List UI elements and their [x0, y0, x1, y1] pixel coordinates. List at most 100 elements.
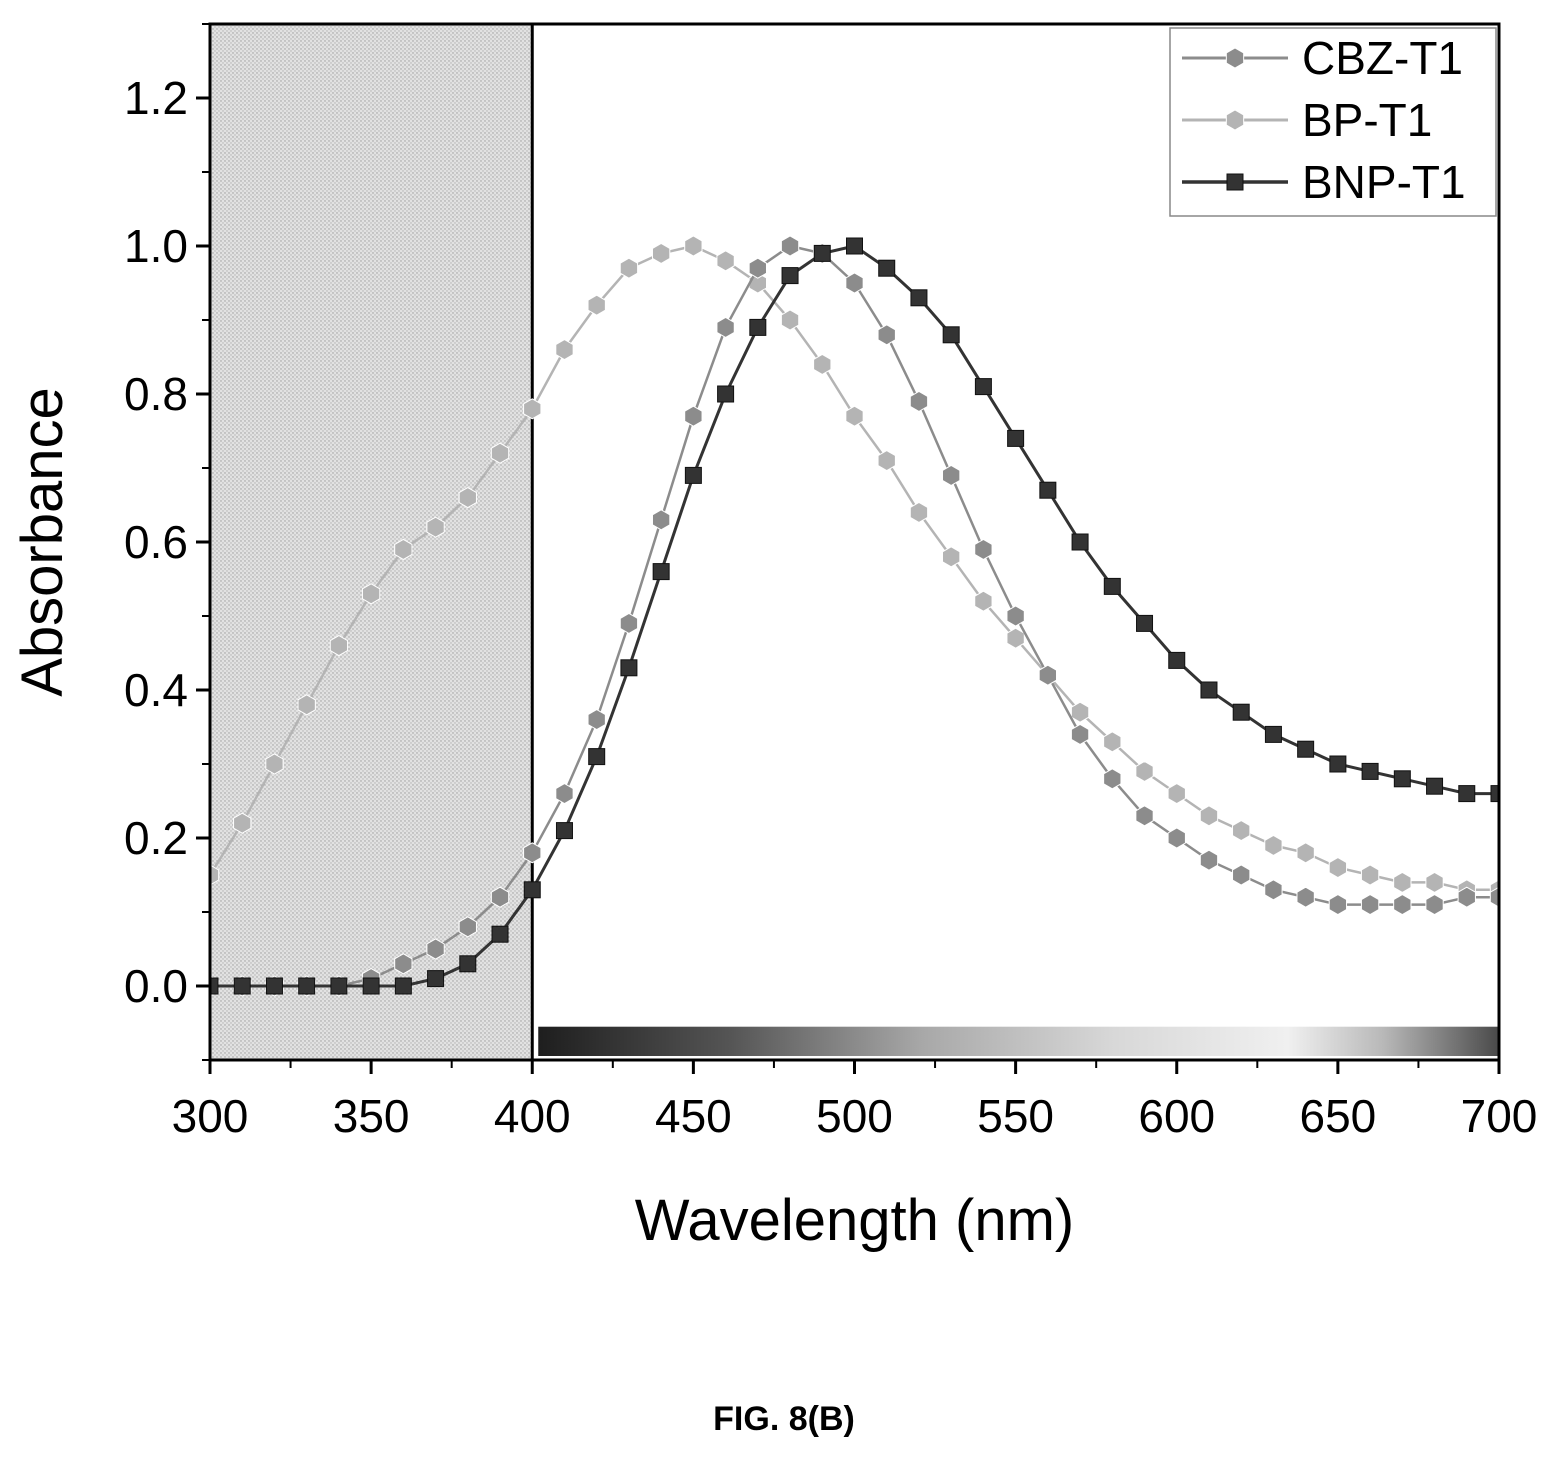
data-point-cbz-t1	[523, 842, 542, 864]
data-point-bp-t1	[845, 405, 864, 427]
chart-container: 300 350 400 450 500 550 600 650 700 0.0 0.2 0.4 0.6 0…	[10, 22, 1538, 1253]
data-point-bp-t1	[426, 516, 445, 538]
spectrum-bar	[538, 1026, 1499, 1056]
data-point-bp-t1	[523, 398, 542, 420]
data-point-bnp-t1	[265, 977, 283, 995]
data-point-bp-t1	[1199, 805, 1219, 827]
data-point-bp-t1	[942, 546, 961, 568]
data-point-bnp-t1	[1039, 481, 1057, 499]
data-point-bp-t1	[458, 487, 477, 509]
y-tick-label: 0.8	[124, 368, 188, 420]
data-point-bnp-t1	[813, 244, 831, 262]
data-point-bp-t1	[974, 590, 993, 612]
data-point-bp-t1	[1006, 627, 1025, 649]
y-tick-label: 1.0	[124, 220, 188, 272]
data-point-bp-t1	[297, 694, 316, 716]
x-tick-label: 350	[333, 1090, 410, 1142]
data-point-bnp-t1	[684, 466, 702, 484]
data-point-bnp-t1	[1297, 740, 1315, 758]
data-point-cbz-t1	[845, 272, 864, 294]
y-tick-label: 0.6	[124, 516, 188, 568]
data-point-bp-t1	[813, 353, 832, 375]
data-point-bp-t1	[1070, 701, 1090, 723]
data-point-bnp-t1	[878, 259, 896, 277]
data-point-bnp-t1	[620, 659, 638, 677]
data-point-bp-t1	[1360, 864, 1380, 886]
data-point-cbz-t1	[1232, 864, 1251, 886]
data-point-bp-t1	[684, 235, 703, 257]
data-point-cbz-t1	[780, 235, 800, 257]
data-point-bp-t1	[1393, 871, 1412, 893]
legend-marker-bnp-t1	[1226, 173, 1244, 191]
x-tick-label: 300	[172, 1090, 249, 1142]
data-point-bnp-t1	[846, 237, 863, 255]
data-point-bp-t1	[877, 450, 896, 472]
data-point-cbz-t1	[716, 316, 735, 338]
data-point-bnp-t1	[1071, 533, 1089, 551]
data-point-bnp-t1	[942, 326, 960, 344]
data-point-cbz-t1	[1457, 886, 1476, 908]
data-point-bnp-t1	[1458, 785, 1476, 803]
x-tick-label: 700	[1461, 1090, 1538, 1142]
data-point-cbz-t1	[877, 324, 896, 346]
data-point-bnp-t1	[233, 977, 251, 995]
legend-label-cbz-t1: CBZ-T1	[1302, 32, 1463, 84]
data-point-cbz-t1	[1167, 827, 1186, 849]
data-point-bp-t1	[1167, 783, 1186, 805]
data-point-bnp-t1	[210, 977, 219, 995]
data-point-bnp-t1	[298, 977, 316, 995]
data-point-bnp-t1	[1490, 785, 1499, 803]
figure-caption: FIG. 8(B)	[713, 1400, 855, 1438]
legend-entry-bnp-t1: BNP-T1	[1182, 156, 1466, 208]
shaded-region	[210, 24, 533, 1060]
data-point-bp-t1	[651, 242, 671, 264]
data-point-bp-t1	[1135, 760, 1154, 782]
data-point-bp-t1	[716, 250, 735, 272]
data-point-bp-t1	[1328, 857, 1348, 879]
data-point-cbz-t1	[490, 886, 510, 908]
data-point-bp-t1	[265, 753, 284, 775]
legend-marker-cbz-t1	[1225, 47, 1245, 69]
data-point-cbz-t1	[942, 464, 961, 486]
legend-label-bp-t1: BP-T1	[1302, 94, 1432, 146]
data-point-cbz-t1	[426, 938, 445, 960]
y-tick-label: 1.2	[124, 72, 188, 124]
data-point-cbz-t1	[1393, 894, 1412, 916]
data-point-bnp-t1	[1007, 429, 1025, 447]
y-tick-label: 0.4	[124, 664, 188, 716]
data-point-cbz-t1	[684, 405, 703, 427]
x-tick-label: 650	[1300, 1090, 1377, 1142]
data-point-bp-t1	[1425, 871, 1444, 893]
data-point-bnp-t1	[1264, 725, 1282, 743]
data-point-bp-t1	[210, 864, 220, 886]
data-point-cbz-t1	[1135, 805, 1154, 827]
legend-label-bnp-t1: BNP-T1	[1302, 156, 1466, 208]
data-point-bnp-t1	[749, 318, 767, 336]
x-axis-label: Wavelength (nm)	[635, 1188, 1074, 1253]
data-point-bp-t1	[233, 812, 252, 834]
data-point-bnp-t1	[1136, 614, 1154, 632]
data-point-bnp-t1	[362, 977, 380, 995]
data-point-cbz-t1	[394, 953, 413, 975]
data-point-bp-t1	[1103, 731, 1122, 753]
data-point-bp-t1	[555, 339, 574, 361]
data-point-cbz-t1	[555, 783, 574, 805]
data-point-bnp-t1	[555, 822, 573, 840]
series-bnp-t1	[210, 237, 1499, 995]
data-point-bnp-t1	[652, 563, 670, 581]
data-point-bnp-t1	[974, 378, 992, 396]
y-tick-label: 0.0	[124, 960, 188, 1012]
data-point-bnp-t1	[330, 977, 348, 995]
data-point-bp-t1	[490, 442, 510, 464]
data-point-cbz-t1	[1006, 605, 1025, 627]
data-point-bnp-t1	[1103, 577, 1121, 595]
x-tick-label: 400	[494, 1090, 571, 1142]
x-tick-label: 550	[977, 1090, 1054, 1142]
data-point-cbz-t1	[1425, 894, 1444, 916]
data-point-bp-t1	[587, 294, 606, 316]
data-point-cbz-t1	[1070, 723, 1090, 745]
data-point-cbz-t1	[458, 916, 477, 938]
data-point-bnp-t1	[717, 385, 735, 403]
data-point-cbz-t1	[974, 538, 993, 560]
data-point-cbz-t1	[1360, 894, 1380, 916]
